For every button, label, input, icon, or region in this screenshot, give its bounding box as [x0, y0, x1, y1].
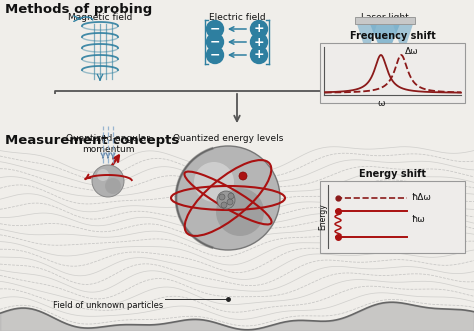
Text: +: + — [254, 49, 264, 62]
Bar — [355, 17, 415, 24]
Circle shape — [207, 33, 224, 51]
Text: Field of unknown particles: Field of unknown particles — [53, 301, 163, 310]
Text: Frequency shift: Frequency shift — [350, 31, 436, 41]
Circle shape — [250, 46, 267, 64]
Polygon shape — [393, 24, 413, 55]
Circle shape — [219, 194, 225, 200]
Text: −: − — [210, 49, 220, 62]
Text: Energy shift: Energy shift — [359, 169, 426, 179]
Circle shape — [207, 21, 224, 37]
Circle shape — [92, 165, 124, 197]
Text: Energy: Energy — [319, 204, 328, 230]
Circle shape — [250, 33, 267, 51]
Text: Electric field: Electric field — [209, 13, 265, 22]
Circle shape — [176, 146, 280, 250]
Circle shape — [250, 21, 267, 37]
Text: Quantized energy levels: Quantized energy levels — [173, 134, 283, 143]
Text: −: − — [210, 35, 220, 49]
Circle shape — [217, 191, 235, 209]
Text: Magnetic field: Magnetic field — [68, 13, 132, 22]
Circle shape — [194, 162, 234, 202]
Circle shape — [221, 202, 227, 208]
Text: Laser light: Laser light — [361, 13, 409, 22]
Text: Δω: Δω — [405, 48, 419, 57]
Text: Measurement concepts: Measurement concepts — [5, 134, 179, 147]
Text: ħω: ħω — [411, 215, 425, 224]
Text: Methods of probing: Methods of probing — [5, 3, 152, 16]
Circle shape — [105, 178, 121, 194]
Bar — [320, 43, 465, 103]
Circle shape — [207, 46, 224, 64]
Circle shape — [239, 172, 247, 180]
Text: +: + — [254, 35, 264, 49]
Polygon shape — [370, 24, 400, 61]
Text: ħΔω: ħΔω — [411, 194, 431, 203]
Text: ω: ω — [377, 99, 384, 108]
Text: −: − — [210, 23, 220, 35]
Circle shape — [228, 193, 234, 199]
Text: Quantized angular
momentum: Quantized angular momentum — [66, 134, 150, 154]
Circle shape — [97, 169, 109, 181]
Circle shape — [227, 199, 233, 205]
Circle shape — [216, 188, 264, 236]
Text: +: + — [254, 23, 264, 35]
Bar — [320, 181, 465, 253]
Polygon shape — [357, 24, 377, 55]
